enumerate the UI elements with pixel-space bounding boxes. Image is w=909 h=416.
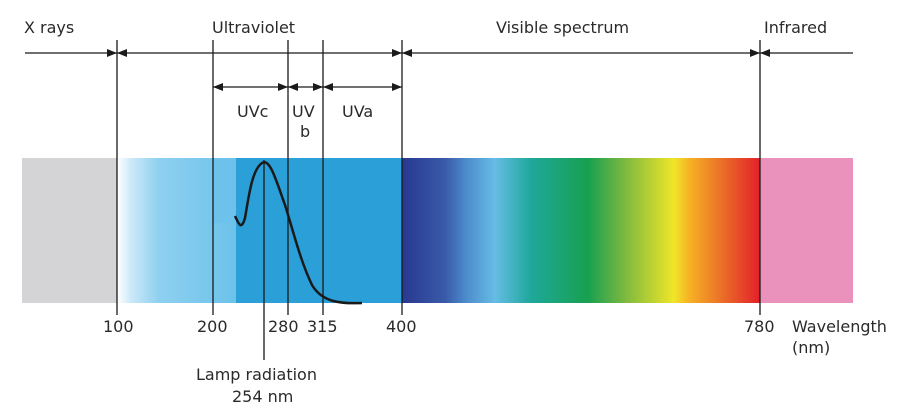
tick-200: 200 bbox=[197, 317, 228, 336]
tick-400: 400 bbox=[386, 317, 417, 336]
axis-label-wavelength: Wavelength bbox=[792, 317, 887, 336]
infrared-band bbox=[760, 158, 853, 303]
visible-band bbox=[402, 158, 760, 303]
region-label-xrays: X rays bbox=[24, 18, 75, 37]
tick-315: 315 bbox=[307, 317, 338, 336]
lamp-emission-curve bbox=[233, 161, 363, 305]
region-label-infrared: Infrared bbox=[764, 18, 828, 37]
xray-band bbox=[22, 158, 117, 303]
axis-label-unit: (nm) bbox=[792, 338, 831, 357]
uvb-label-line2: b bbox=[300, 122, 311, 141]
tick-100: 100 bbox=[103, 317, 134, 336]
uvc-label: UVc bbox=[237, 102, 269, 121]
tick-780: 780 bbox=[744, 317, 775, 336]
lamp-label-line2: 254 nm bbox=[232, 387, 294, 406]
uvb-label-line1: UV bbox=[292, 102, 315, 121]
region-label-ultraviolet: Ultraviolet bbox=[212, 18, 296, 37]
region-label-visible: Visible spectrum bbox=[496, 18, 630, 37]
tick-280: 280 bbox=[268, 317, 299, 336]
uv-dark-band bbox=[236, 158, 402, 303]
uva-label: UVa bbox=[342, 102, 374, 121]
lamp-label-line1: Lamp radiation bbox=[196, 365, 317, 384]
